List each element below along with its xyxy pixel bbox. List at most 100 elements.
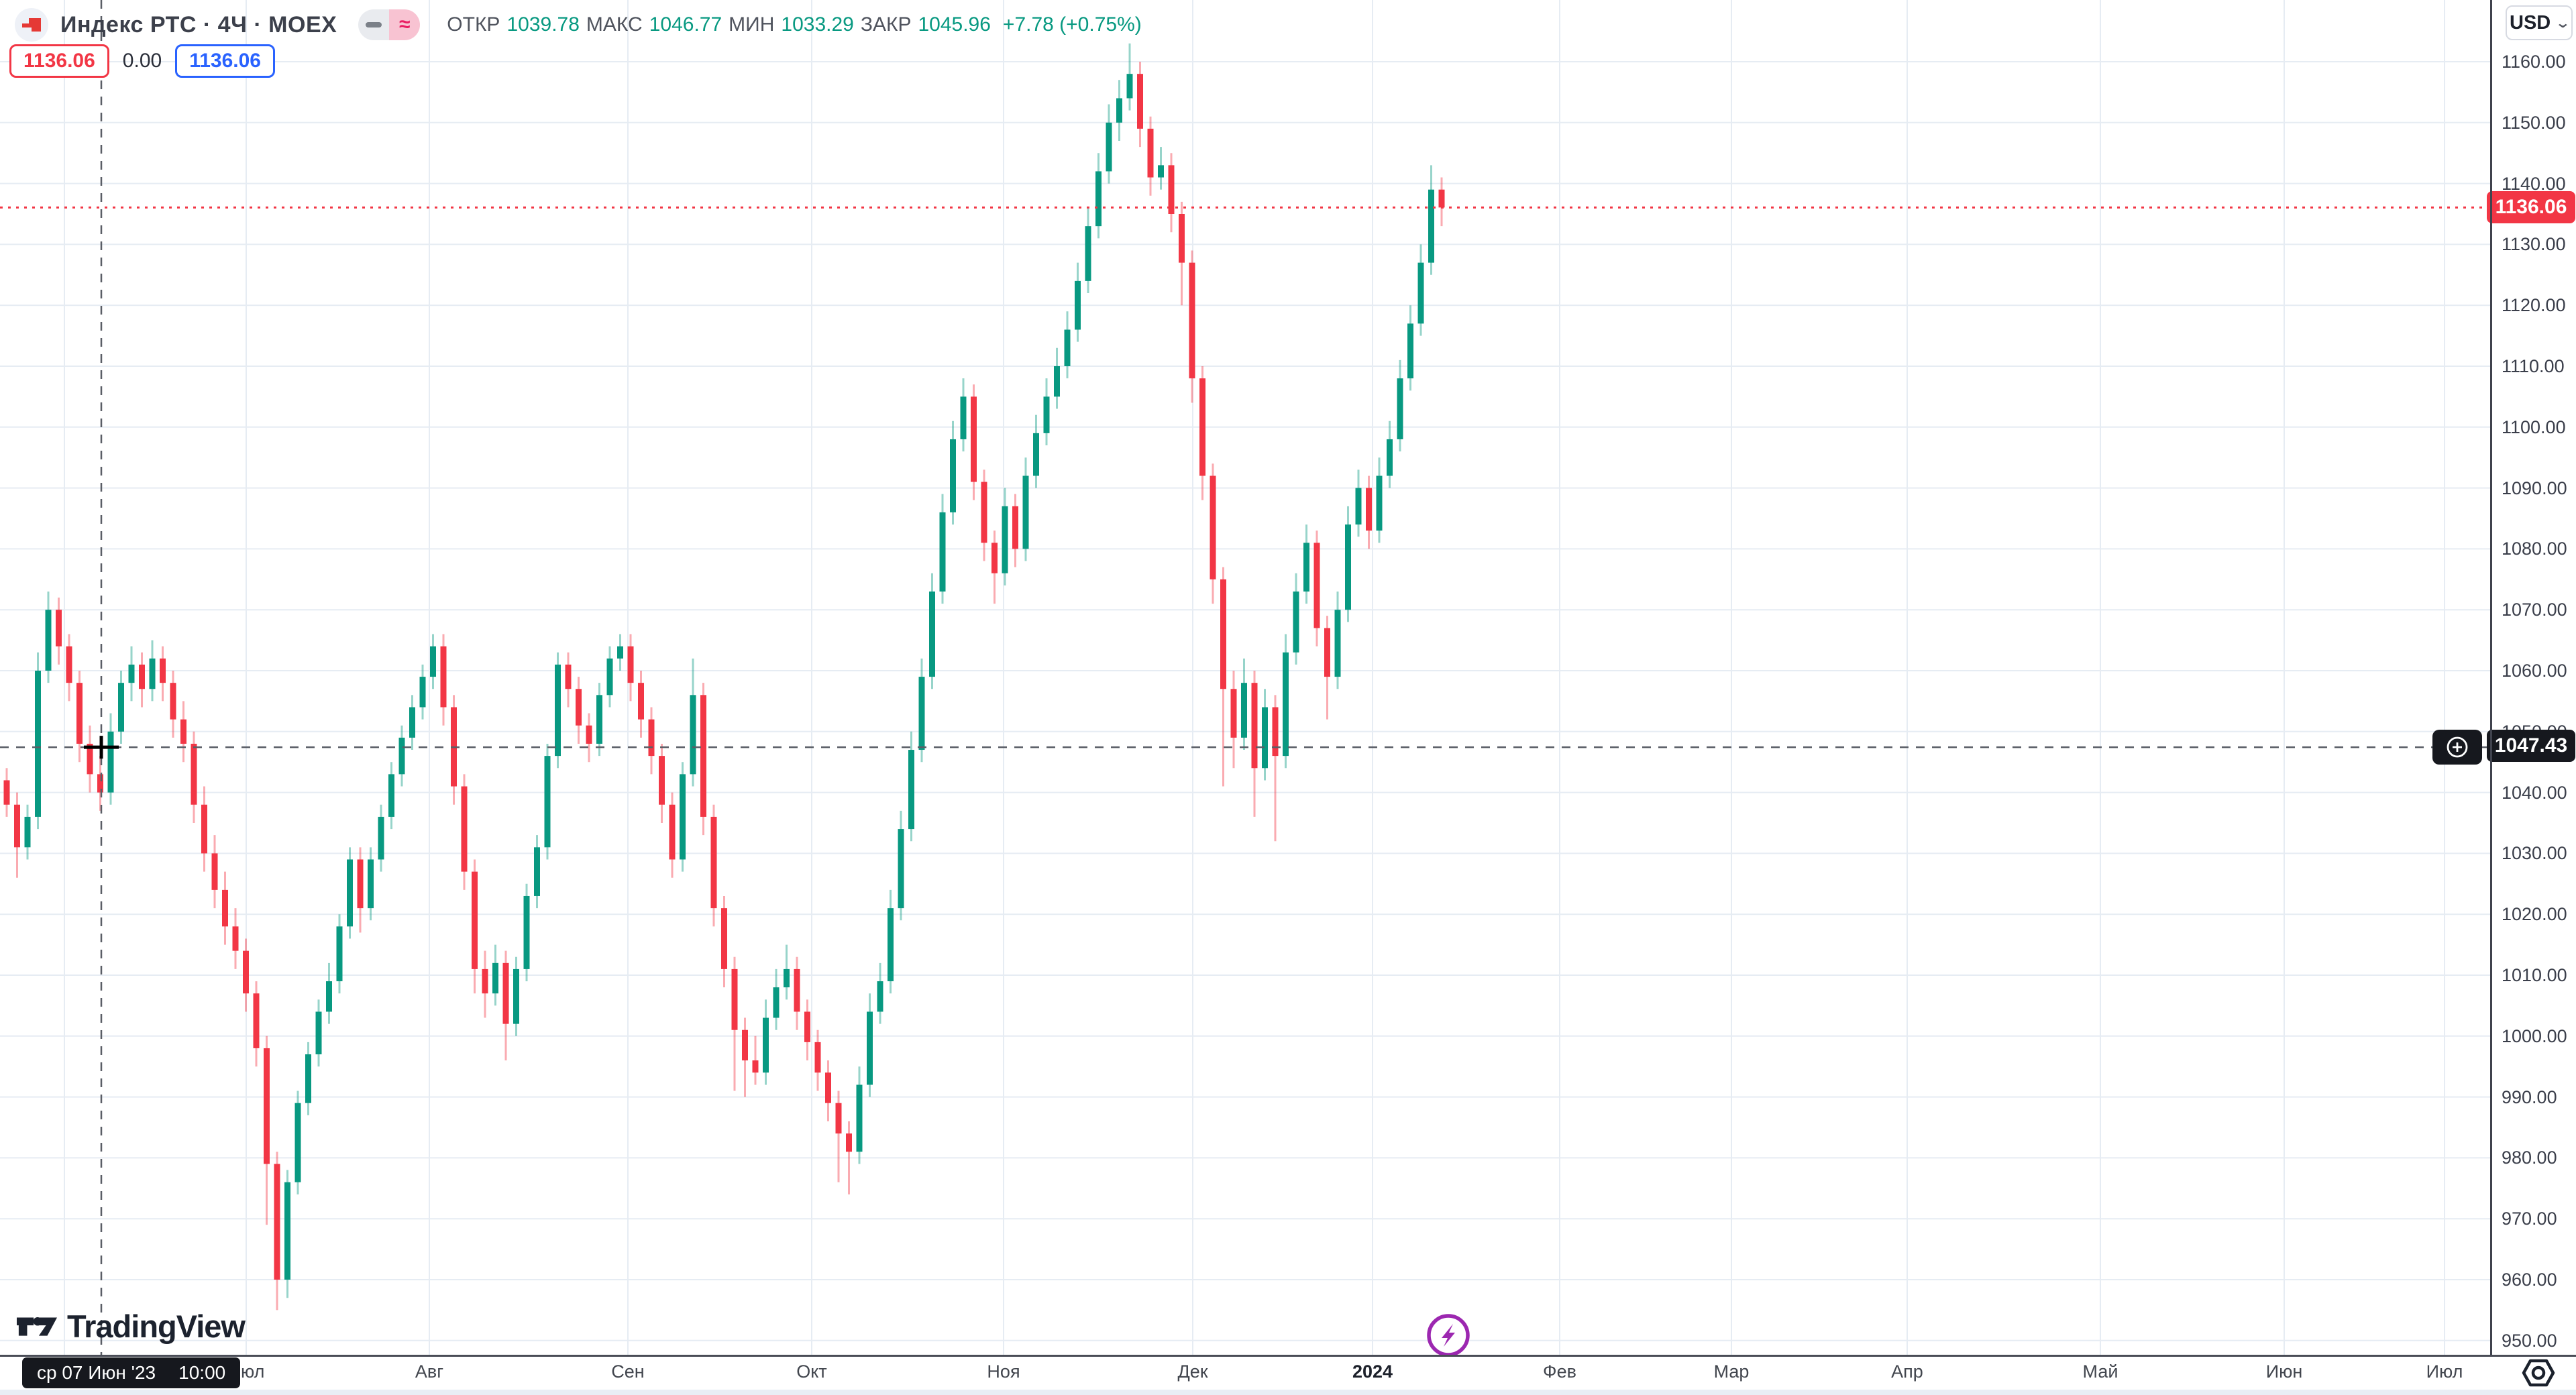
candle-body	[1283, 652, 1289, 757]
candle-body	[1075, 280, 1081, 330]
candle-body	[991, 543, 998, 573]
candle-body	[502, 962, 509, 1024]
candle-body	[336, 926, 343, 982]
candle-body	[149, 658, 156, 689]
low-value: 1033.29	[781, 13, 854, 36]
price-tick-label: 1080.00	[2502, 539, 2567, 559]
candle-body	[534, 847, 540, 896]
candle-body	[804, 1011, 810, 1042]
crosshair-date: ср 07 Июн '23	[37, 1362, 156, 1383]
candle-body	[191, 743, 197, 805]
candle-body	[118, 683, 124, 732]
candle-body	[128, 664, 135, 683]
crosshair-date-tooltip: ср 07 Июн '23 10:00	[22, 1357, 241, 1388]
indicator-wave-chip[interactable]: ≈	[389, 9, 421, 40]
rts-logo-icon	[22, 18, 41, 32]
tradingview-logo[interactable]: TradingView	[16, 1308, 246, 1345]
candle-body	[939, 512, 946, 592]
price-tick-label: 1100.00	[2502, 416, 2566, 437]
symbol-logo[interactable]	[15, 8, 48, 42]
candle-body	[721, 908, 727, 969]
candle-body	[669, 804, 676, 860]
candle-body	[513, 968, 519, 1024]
candle-body	[398, 737, 405, 775]
candle-body	[482, 968, 488, 994]
candle-body	[680, 774, 686, 860]
chart-pane[interactable]	[0, 0, 2490, 1355]
candle-body	[856, 1084, 863, 1152]
candle-body	[305, 1054, 311, 1103]
candle-body	[1293, 591, 1299, 653]
candle-body	[929, 591, 935, 677]
candle-body	[1054, 366, 1060, 397]
candle-body	[388, 774, 394, 817]
legend-chips[interactable]: ≈	[358, 9, 421, 40]
low-label: МИН	[729, 13, 775, 36]
lightning-bolt-icon	[1442, 1324, 1455, 1347]
price-pills-row: 1136.06 0.00 1136.06	[9, 44, 275, 78]
candle-body	[1179, 214, 1185, 263]
candle-body	[170, 683, 176, 720]
candle-body	[617, 646, 623, 659]
wave-icon: ≈	[399, 13, 411, 36]
candle-body	[87, 743, 93, 775]
candle-body	[1345, 524, 1351, 610]
time-tick-label: Июн	[2265, 1361, 2303, 1382]
sell-price-pill[interactable]: 1136.06	[9, 44, 109, 78]
candle-body	[700, 695, 706, 817]
price-tick-label: 1090.00	[2502, 478, 2567, 498]
candle-body	[867, 1011, 873, 1085]
candle-body	[419, 677, 426, 708]
plus-circle-icon	[2447, 736, 2468, 758]
market-status-chip[interactable]	[358, 9, 390, 40]
dash-icon	[366, 22, 382, 27]
axis-settings-icon[interactable]	[2521, 1357, 2556, 1392]
time-axis[interactable]: Июл Авг Сен Окт Ноя Дек 2024 Фев Мар Апр Май Июн Июл	[0, 1357, 2576, 1390]
candle-body	[368, 859, 374, 909]
candle-body	[45, 610, 52, 671]
candle-body	[1095, 171, 1102, 227]
candle-body	[877, 981, 883, 1012]
price-tick-label: 980.00	[2502, 1148, 2557, 1168]
quick-order-plus-button[interactable]	[2432, 730, 2482, 765]
candle-body	[1262, 707, 1268, 769]
candle-body	[14, 804, 20, 848]
price-tick-label: 970.00	[2502, 1209, 2557, 1229]
candle-body	[472, 871, 478, 969]
candle-body	[243, 950, 249, 994]
price-tick-label: 1130.00	[2502, 234, 2566, 255]
candle-body	[378, 816, 384, 860]
close-value: 1045.96	[918, 13, 991, 36]
candle-body	[586, 725, 592, 744]
candle-body	[3, 780, 10, 805]
high-value: 1046.77	[649, 13, 722, 36]
candle-body	[1210, 476, 1216, 579]
candle-body	[1199, 378, 1205, 476]
candle-body	[1272, 707, 1279, 757]
candle-body	[211, 853, 218, 890]
price-axis-border	[2490, 0, 2492, 1395]
candle-body	[1230, 689, 1237, 738]
symbol-title[interactable]: Индекс РТС · 4Ч · MOEX	[60, 11, 337, 38]
candle-body	[1002, 506, 1008, 573]
currency-label: USD	[2510, 11, 2551, 34]
buy-price-pill[interactable]: 1136.06	[175, 44, 275, 78]
candle-body	[1397, 378, 1403, 439]
bottom-strip	[0, 1390, 2576, 1395]
price-tick-label: 1040.00	[2502, 782, 2567, 803]
candle-body	[898, 829, 904, 909]
price-axis[interactable]: 950.00 960.00 970.00 980.00 990.00 1000.00 101…	[2487, 0, 2576, 1355]
candle-body	[763, 1017, 769, 1073]
currency-selector[interactable]: USD ⌄	[2506, 5, 2573, 40]
candle-body	[1334, 610, 1341, 677]
candle-body	[576, 689, 582, 726]
candle-body	[659, 756, 665, 805]
candle-body	[284, 1182, 290, 1280]
candle-body	[24, 816, 31, 848]
candle-body	[1064, 329, 1071, 366]
candle-body	[1376, 476, 1383, 531]
candle-body	[784, 968, 790, 988]
candle-body	[773, 987, 780, 1018]
last-price-badge: 1136.06	[2487, 191, 2575, 224]
